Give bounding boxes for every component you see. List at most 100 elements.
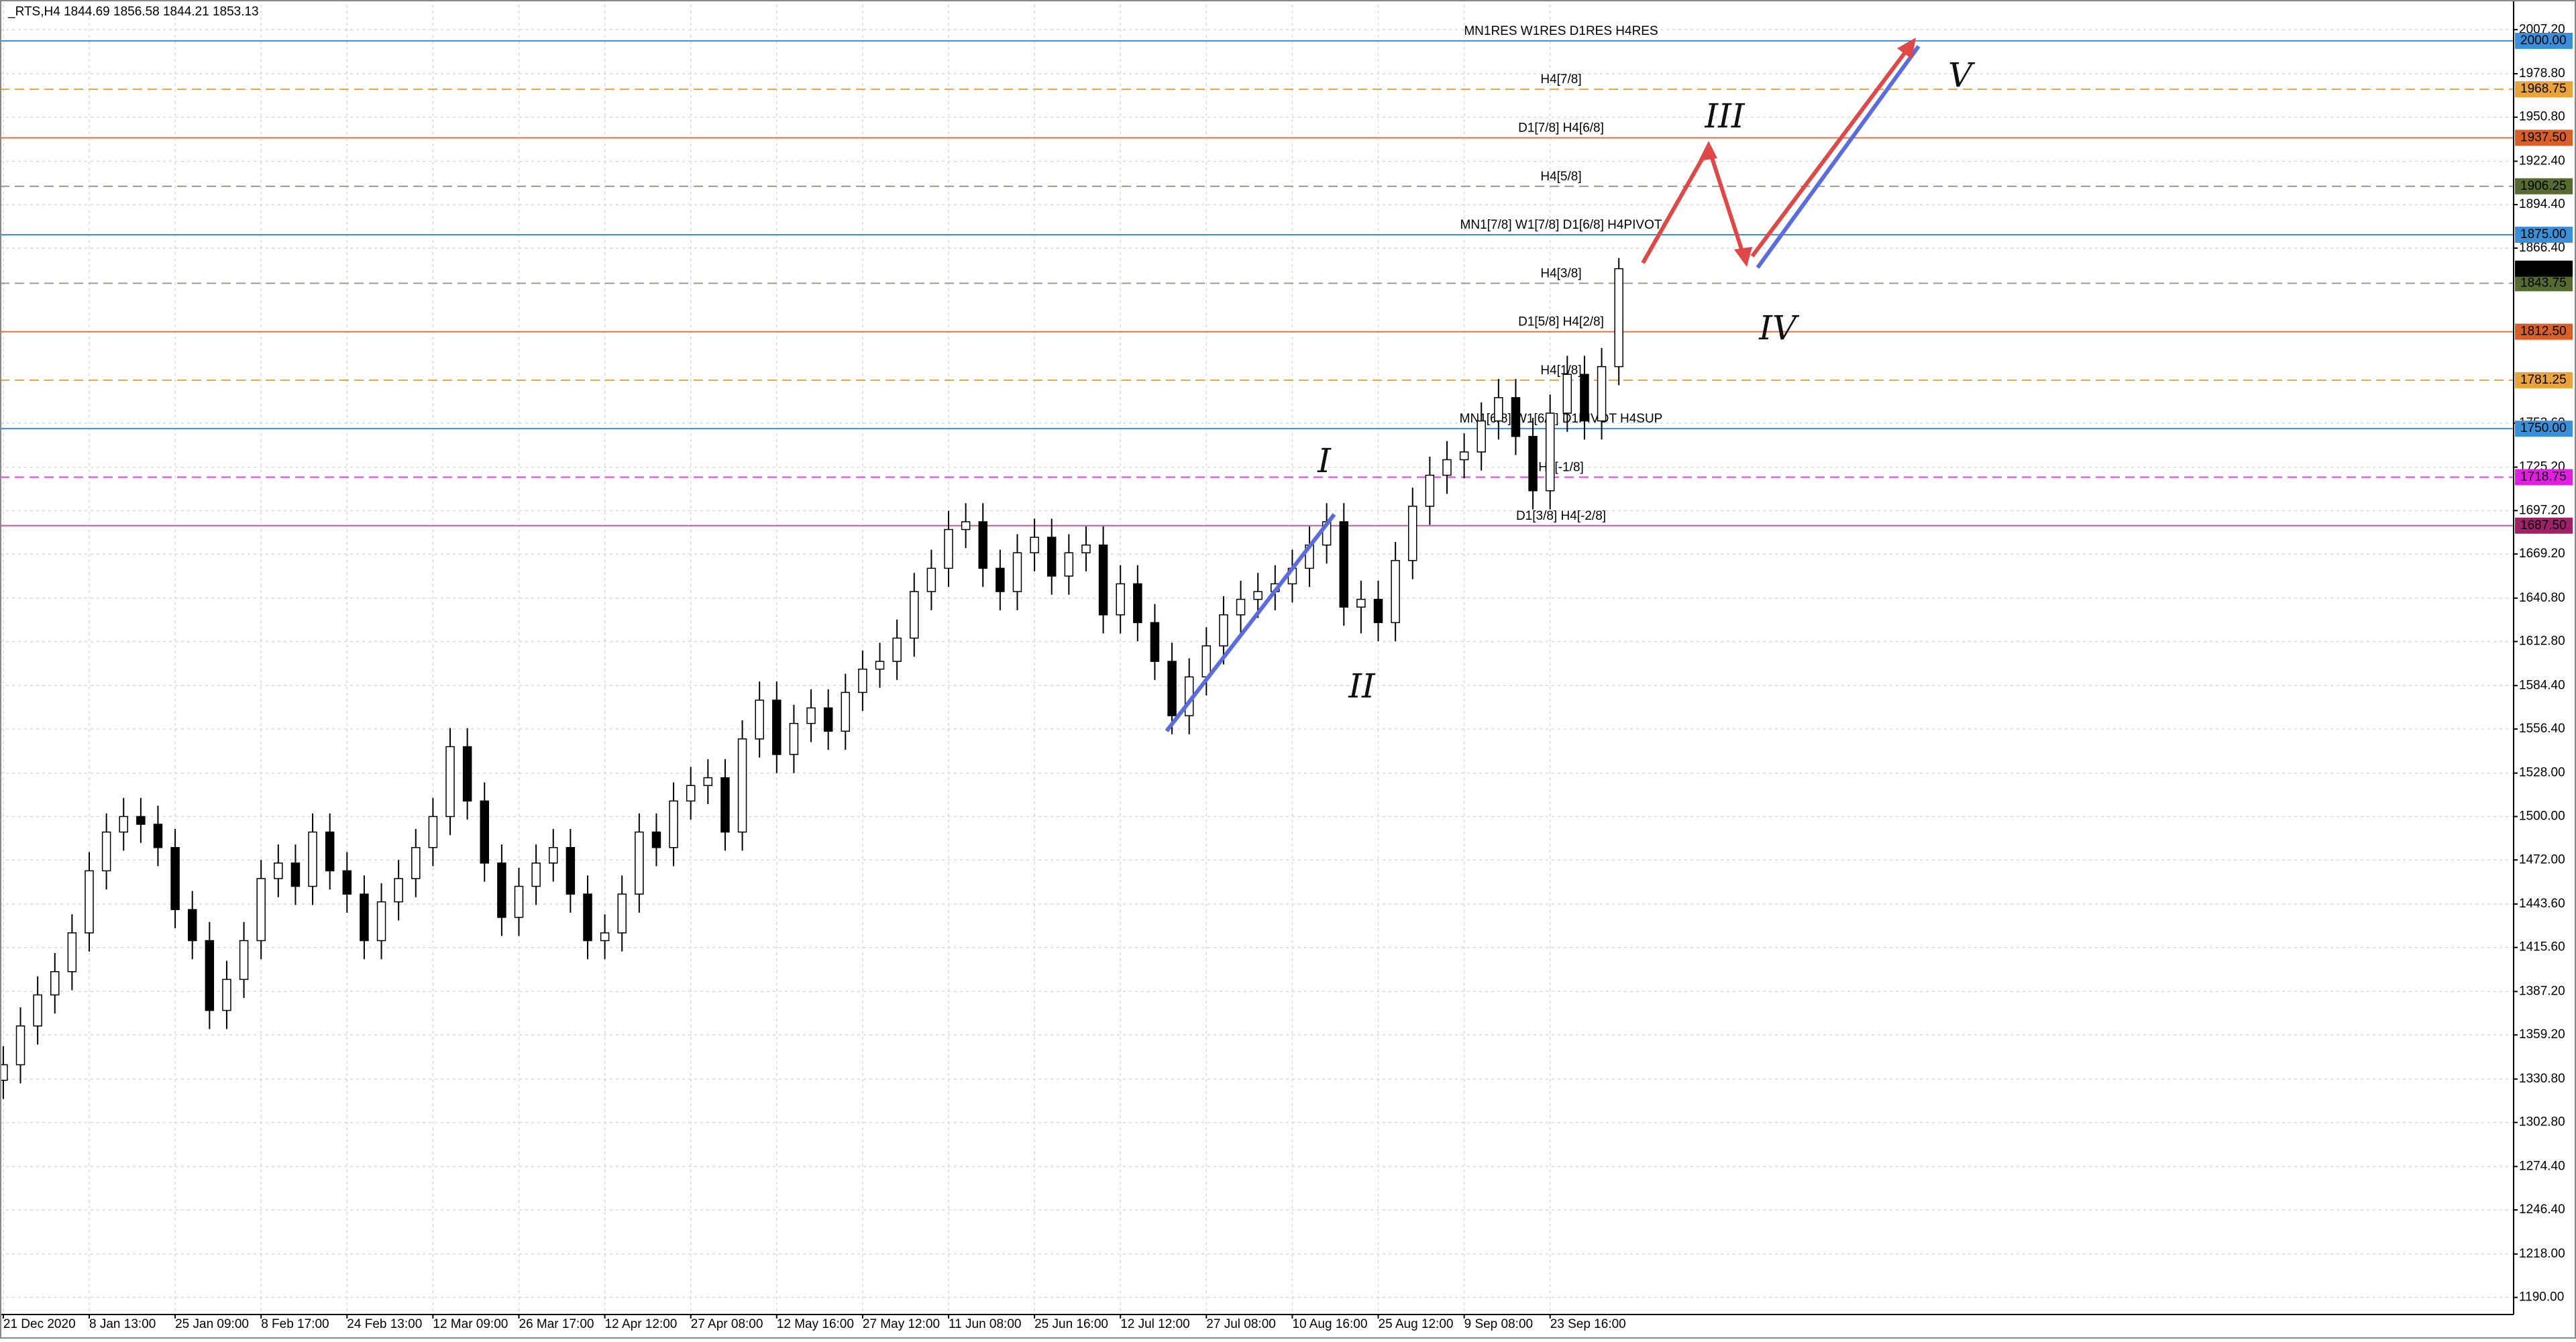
candle-body xyxy=(583,893,592,942)
candle-body xyxy=(806,707,816,724)
wave-line xyxy=(1756,45,1921,269)
x-tick-label: 25 Jun 16:00 xyxy=(1034,1317,1108,1331)
candle-body xyxy=(1614,268,1623,368)
arrow-head xyxy=(1699,141,1717,161)
price-badge xyxy=(2515,469,2573,486)
price-badge xyxy=(2515,275,2573,292)
candle-body xyxy=(1511,397,1521,437)
candle-body xyxy=(411,846,421,879)
level-name: MN1[7/8] W1[7/8] D1[6/8] H4PIVOT xyxy=(1460,218,1662,232)
x-tick-label: 27 Apr 08:00 xyxy=(691,1317,763,1331)
candle-body xyxy=(342,870,352,895)
candle-body xyxy=(1253,591,1263,600)
level-name: D1[3/8] H4[-2/8] xyxy=(1516,509,1606,523)
chart-title: _RTS,H4 1844.69 1856.58 1844.21 1853.13 xyxy=(7,5,259,19)
price-badge xyxy=(2515,323,2573,340)
y-tick-label: 1556.40 xyxy=(2519,722,2565,736)
x-tick-label: 8 Jan 13:00 xyxy=(89,1317,156,1331)
candle-body xyxy=(1545,412,1555,492)
candle-body xyxy=(841,691,851,732)
candle-body xyxy=(376,901,386,942)
level-name: H4[1/8] xyxy=(1540,364,1581,378)
candle-body xyxy=(1391,560,1400,624)
y-tick-label: 1894.40 xyxy=(2519,197,2565,211)
candle-body xyxy=(1236,598,1246,616)
x-tick-label: 25 Aug 12:00 xyxy=(1379,1317,1454,1331)
wave-label: II xyxy=(1348,667,1376,706)
candle-body xyxy=(360,893,369,942)
wave-label: V xyxy=(1948,56,1976,95)
y-tick-label: 1500.00 xyxy=(2519,809,2565,823)
y-tick-label: 1640.80 xyxy=(2519,591,2565,605)
candle-body xyxy=(462,746,472,802)
candle-body xyxy=(789,722,799,755)
candle-body xyxy=(703,777,713,786)
price-badge-label: 2000.00 xyxy=(2520,34,2567,48)
candle-body xyxy=(996,567,1005,592)
candle-body xyxy=(1356,598,1366,608)
candle-body xyxy=(737,738,747,833)
candle-body xyxy=(875,661,885,670)
candle-body xyxy=(531,862,541,887)
price-badge-label: 1781.25 xyxy=(2520,373,2567,387)
x-tick-label: 9 Sep 08:00 xyxy=(1464,1317,1533,1331)
candle-body xyxy=(944,528,953,569)
x-tick-label: 24 Feb 13:00 xyxy=(347,1317,422,1331)
candle-body xyxy=(617,893,627,934)
level-name: D1[5/8] H4[2/8] xyxy=(1518,315,1604,329)
level-name: D1[7/8] H4[6/8] xyxy=(1518,121,1604,135)
candle-body xyxy=(445,746,455,818)
price-badge xyxy=(2515,227,2573,243)
candle-body xyxy=(394,878,403,903)
candle-body xyxy=(136,816,146,825)
candle-body xyxy=(1562,374,1572,414)
x-tick-label: 12 May 16:00 xyxy=(777,1317,854,1331)
candle-body xyxy=(1201,645,1212,678)
y-tick-label: 1472.00 xyxy=(2519,852,2565,866)
arrow-head xyxy=(1897,38,1916,59)
candle-body xyxy=(926,567,936,592)
candle-body xyxy=(978,521,987,569)
y-tick-label: 1669.20 xyxy=(2519,547,2565,561)
candle-body xyxy=(1133,583,1142,624)
candle-body xyxy=(1339,521,1349,608)
price-badge-label: 1968.75 xyxy=(2520,82,2567,96)
candle-body xyxy=(1442,459,1452,476)
x-tick-label: 8 Feb 17:00 xyxy=(261,1317,329,1331)
candle-body xyxy=(308,831,317,887)
candle-body xyxy=(428,816,438,848)
candle-body xyxy=(823,707,833,732)
y-tick-label: 1218.00 xyxy=(2519,1247,2565,1261)
price-badge-label: 1750.00 xyxy=(2520,421,2567,435)
x-tick-label: 12 Apr 12:00 xyxy=(605,1317,678,1331)
candle-body xyxy=(187,909,197,942)
x-tick-label: 12 Mar 09:00 xyxy=(433,1317,508,1331)
grid xyxy=(0,5,2518,1319)
candle-body xyxy=(205,940,215,1011)
candle-body xyxy=(1528,436,1538,492)
wave-arrow xyxy=(1750,43,1913,258)
last-price-badge xyxy=(2515,260,2573,277)
candle-body xyxy=(1219,614,1228,647)
candle-body xyxy=(1459,451,1469,461)
candle-body xyxy=(1046,537,1057,577)
level-name: H4[3/8] xyxy=(1540,266,1581,280)
candle-body xyxy=(119,816,128,833)
candle-body xyxy=(858,668,867,693)
candle-body xyxy=(1012,552,1022,592)
candle-body xyxy=(1597,366,1607,422)
y-tick-label: 1950.80 xyxy=(2519,110,2565,124)
x-tick-label: 10 Aug 16:00 xyxy=(1292,1317,1367,1331)
x-tick-label: 11 Jun 08:00 xyxy=(949,1317,1021,1331)
y-tick-label: 1415.60 xyxy=(2519,940,2565,954)
level-name: MN1[6/8] W1[6/8] D1PIVOT H4SUP xyxy=(1460,412,1663,426)
y-tick-label: 1978.80 xyxy=(2519,66,2565,80)
candle-body xyxy=(1081,544,1091,553)
candle-body xyxy=(256,878,266,942)
price-badge xyxy=(2515,517,2573,534)
price-badge-label: 1875.00 xyxy=(2520,227,2567,241)
price-badge-label: 1687.50 xyxy=(2520,518,2567,533)
candle-body xyxy=(548,846,558,864)
